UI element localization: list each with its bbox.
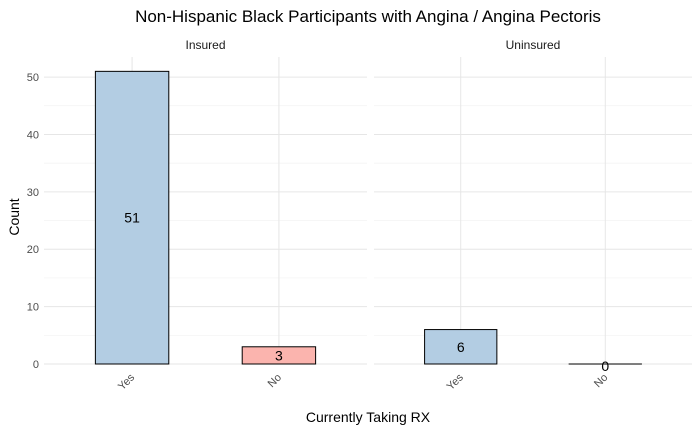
- x-tick-label: No: [266, 372, 284, 390]
- x-tick-label: Yes: [116, 371, 138, 393]
- y-axis-title: Count: [6, 198, 22, 235]
- y-tick-label: 20: [27, 244, 39, 256]
- bar-value-label: 3: [275, 347, 283, 363]
- panel-uninsured: Uninsured 6 Yes 0No: [374, 38, 692, 393]
- chart-title: Non-Hispanic Black Participants with Ang…: [135, 7, 601, 26]
- panels: Insured51Yes3No01020304050Uninsured6Yes0…: [27, 38, 692, 393]
- panel-strip-label: Uninsured: [506, 38, 561, 52]
- y-tick-label: 10: [27, 302, 39, 314]
- y-tick-label: 0: [33, 359, 39, 371]
- panel-insured: Insured 51 Yes 3 No 0 10 20 30 40 50: [27, 38, 367, 393]
- panel-strip-label: Insured: [185, 38, 225, 52]
- x-tick-label: Yes: [445, 371, 467, 393]
- bar-no: [241, 346, 317, 365]
- x-axis-title: Currently Taking RX: [306, 409, 431, 425]
- x-tick-label: No: [592, 372, 610, 390]
- bar-value-label: 0: [601, 358, 609, 374]
- y-tick-label: 30: [27, 187, 39, 199]
- bar-yes: [94, 70, 170, 365]
- y-tick-label: 40: [27, 129, 39, 141]
- bar-yes: [424, 329, 498, 365]
- y-tick-label: 50: [27, 72, 39, 84]
- bar-value-label: 51: [124, 210, 140, 226]
- bar-value-label: 6: [457, 339, 465, 355]
